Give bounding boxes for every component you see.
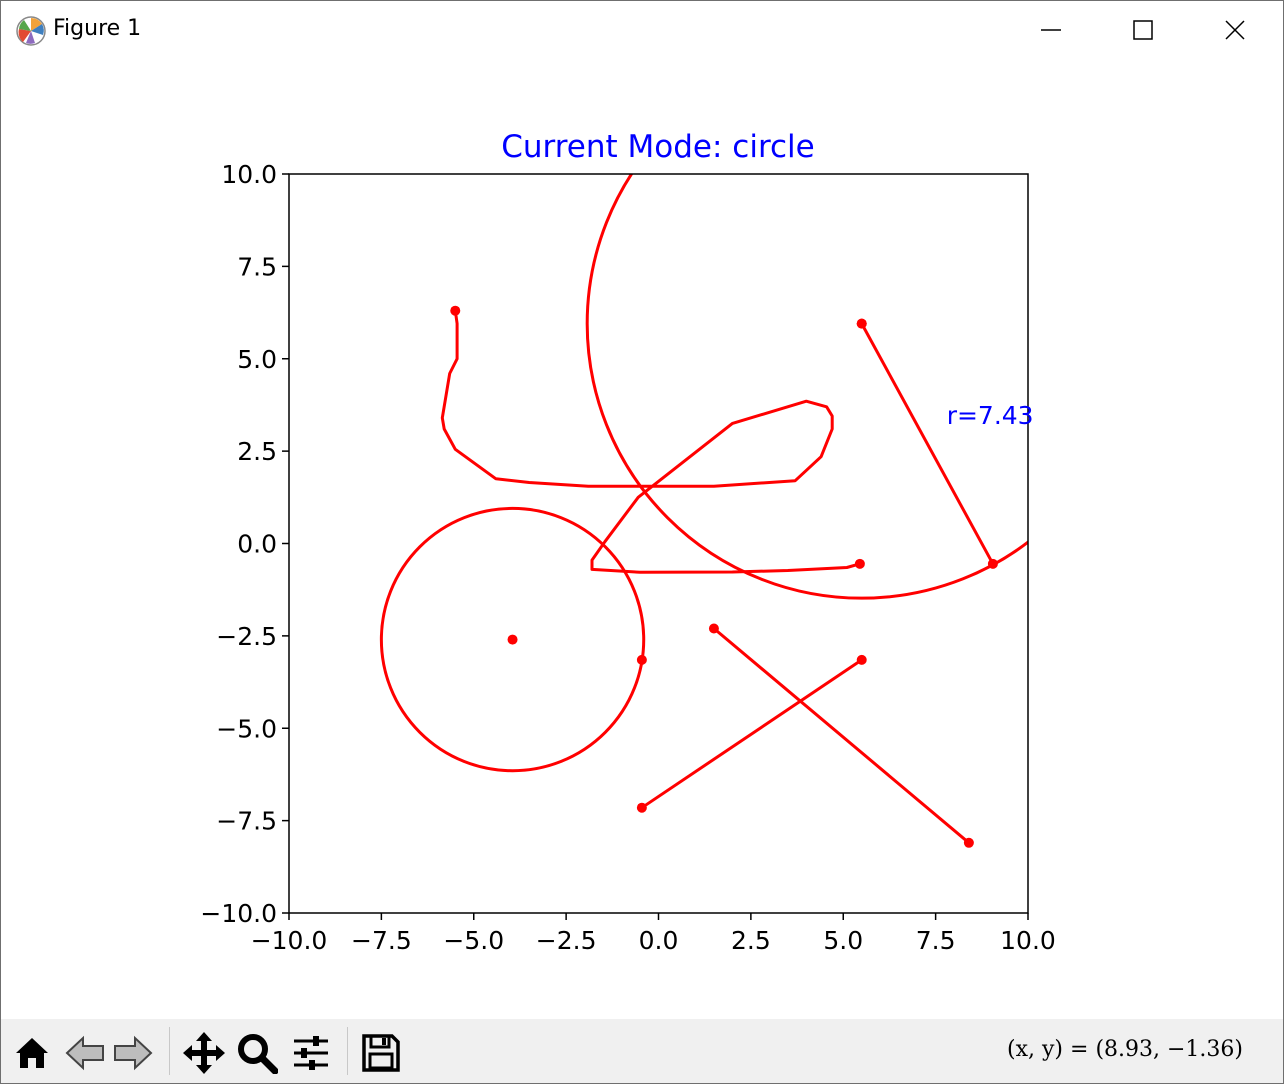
zoom-button[interactable] [235, 1031, 279, 1075]
segment-2 [641, 658, 863, 809]
x-tick-label: 2.5 [731, 926, 771, 955]
maximize-icon [1133, 20, 1153, 40]
freehand-start-point [450, 305, 461, 316]
segment-start-point-2 [856, 654, 867, 665]
configure-subplots-button[interactable] [289, 1031, 333, 1075]
forward-button[interactable] [111, 1031, 155, 1075]
floppy-disk-icon [362, 1034, 400, 1072]
maximize-button[interactable] [1097, 1, 1189, 59]
x-tick-label: 5.0 [823, 926, 863, 955]
home-button[interactable] [10, 1031, 54, 1075]
axes-frame [288, 173, 1029, 914]
segment-end-point-0 [987, 558, 998, 569]
segment-end-point-2 [636, 802, 647, 813]
segment-end-point-1 [963, 837, 974, 848]
move-icon [183, 1032, 225, 1074]
x-tick-label: −5.0 [443, 926, 504, 955]
sliders-icon [294, 1036, 328, 1070]
x-tick-label: 10.0 [1000, 926, 1056, 955]
y-tick-label: 10.0 [221, 160, 277, 189]
y-tick-label: 2.5 [237, 437, 277, 466]
data-layer [379, 174, 1028, 848]
circle-edge-point-0 [636, 654, 647, 665]
x-tick-label: −2.5 [536, 926, 597, 955]
x-tick-label: 0.0 [639, 926, 679, 955]
save-button[interactable] [359, 1031, 403, 1075]
circle-1 [585, 174, 1028, 600]
ticks-layer: −10.0 −7.5 −5.0 −2.5 0.0 2.5 5.0 7.5 10.0 10.0 7.5… [200, 160, 1055, 955]
plot-svg[interactable]: Current Mode: circle −10.0 −7.5 −5.0 −2.5 0.… [1, 59, 1283, 1019]
y-tick-label: −10.0 [200, 899, 277, 928]
minimize-icon [1041, 29, 1061, 31]
figure-canvas[interactable]: Current Mode: circle −10.0 −7.5 −5.0 −2.5 0.… [1, 59, 1283, 1019]
toolbar-separator [347, 1027, 348, 1075]
freehand-end-point [854, 558, 865, 569]
y-tick-label: 0.0 [237, 530, 277, 559]
back-arrow-icon [65, 1035, 104, 1071]
magnifier-icon [238, 1034, 278, 1074]
minimize-button[interactable] [1005, 1, 1097, 59]
y-tick-label: −5.0 [216, 714, 277, 743]
navigation-toolbar: (x, y) = (8.93, −1.36) [1, 1019, 1283, 1083]
radius-annotation: r=7.43 [947, 401, 1034, 430]
plot-title: Current Mode: circle [501, 129, 815, 165]
close-button[interactable] [1189, 1, 1281, 59]
segment-start-point-0 [856, 318, 867, 329]
x-tick-label: −7.5 [351, 926, 412, 955]
y-tick-label: 5.0 [237, 345, 277, 374]
x-tick-label: 7.5 [916, 926, 956, 955]
x-tick-label: −10.0 [251, 926, 328, 955]
home-icon [16, 1038, 48, 1068]
cursor-coordinates: (x, y) = (8.93, −1.36) [1007, 1037, 1243, 1062]
pan-button[interactable] [182, 1031, 226, 1075]
toolbar-separator [169, 1027, 170, 1075]
back-button[interactable] [63, 1031, 107, 1075]
y-tick-label: −7.5 [216, 807, 277, 836]
segment-start-point-1 [708, 623, 719, 634]
circle-center-point-0 [507, 634, 518, 645]
matplotlib-logo-icon [16, 16, 46, 46]
y-tick-label: 7.5 [237, 252, 277, 281]
forward-arrow-icon [114, 1035, 153, 1071]
y-tick-label: −2.5 [216, 622, 277, 651]
segment-1 [712, 627, 970, 844]
close-icon [1225, 20, 1245, 40]
segment-0 [860, 322, 995, 565]
window-title: Figure 1 [53, 16, 142, 41]
title-bar[interactable]: Figure 1 [1, 1, 1283, 59]
circle-0 [379, 506, 646, 773]
freehand-line [440, 310, 861, 574]
